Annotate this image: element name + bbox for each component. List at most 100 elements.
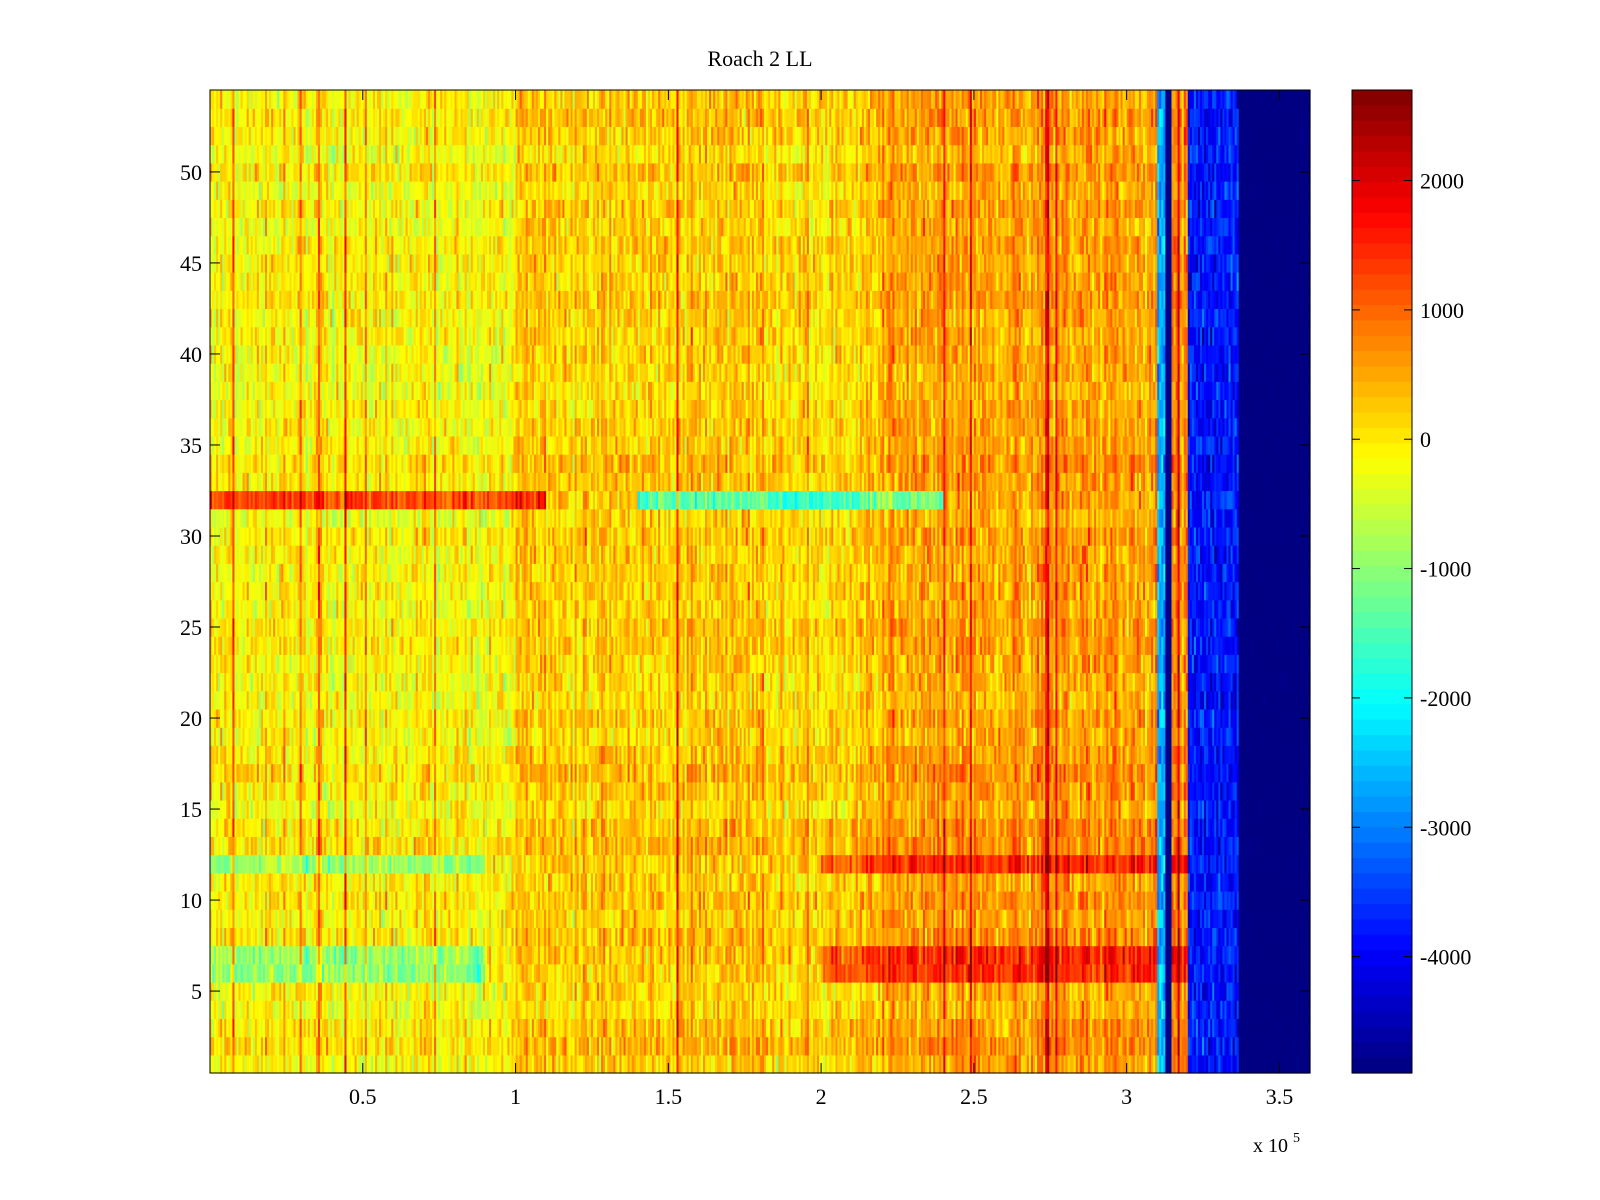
heatmap-cell	[731, 1054, 735, 1074]
heatmap-cell	[1035, 963, 1038, 983]
heatmap-cell	[570, 981, 574, 1001]
heatmap-cell	[590, 1018, 594, 1038]
heatmap-cell	[1065, 1000, 1069, 1019]
heatmap-cell	[1061, 963, 1065, 983]
heatmap-cell	[843, 963, 847, 983]
heatmap-cell	[1238, 1036, 1242, 1056]
heatmap-cell	[574, 963, 578, 983]
heatmap-cell	[1189, 1054, 1193, 1074]
heatmap-cell	[1293, 1000, 1297, 1019]
heatmap-cell	[914, 1036, 918, 1056]
heatmap-cell	[1087, 1054, 1091, 1074]
heatmap-cell	[370, 1054, 374, 1074]
heatmap-cell	[1116, 963, 1120, 983]
heatmap-cell	[497, 1054, 500, 1074]
heatmap-cell	[576, 1000, 580, 1019]
heatmap-cell	[1077, 1000, 1081, 1019]
heatmap-cell	[324, 1054, 327, 1074]
heatmap-cell	[346, 945, 350, 965]
heatmap-cell	[625, 1036, 629, 1056]
heatmap-cell	[232, 1000, 236, 1019]
heatmap-cell	[1094, 981, 1097, 1001]
heatmap-cell	[293, 1054, 297, 1074]
heatmap-cell	[574, 1036, 578, 1056]
heatmap-cell	[780, 1036, 784, 1056]
heatmap-cell	[338, 1000, 341, 1019]
heatmap-cell	[786, 981, 790, 1001]
heatmap-cell	[843, 1018, 847, 1038]
heatmap-cell	[749, 981, 753, 1001]
heatmap-cell	[1295, 1054, 1299, 1074]
heatmap-cell	[285, 963, 289, 983]
heatmap-cell	[256, 1054, 260, 1074]
heatmap-cell	[1236, 1018, 1240, 1038]
heatmap-cell	[833, 963, 836, 983]
heatmap-cell	[425, 1036, 429, 1056]
heatmap-cell	[1261, 963, 1264, 983]
heatmap-cell	[617, 981, 621, 1001]
heatmap-cell	[576, 963, 580, 983]
heatmap-cell	[784, 1036, 788, 1056]
heatmap-cell	[904, 963, 908, 983]
heatmap-cell	[1120, 981, 1124, 1001]
heatmap-cell	[927, 981, 930, 1001]
heatmap-cell	[1145, 1000, 1148, 1019]
heatmap-cell	[578, 1036, 582, 1056]
heatmap-cell	[849, 1018, 853, 1038]
heatmap-cell	[1020, 1036, 1024, 1056]
heatmap-cell	[246, 981, 250, 1001]
heatmap-cell	[910, 1000, 914, 1019]
heatmap-cell	[1016, 1036, 1020, 1056]
heatmap-cell	[1244, 1036, 1248, 1056]
heatmap-cell	[322, 1000, 325, 1019]
heatmap-cell	[1202, 981, 1205, 1001]
heatmap-cell	[1039, 1018, 1042, 1038]
heatmap-cell	[1067, 1054, 1071, 1074]
heatmap-cell	[1016, 981, 1020, 1001]
heatmap-cell	[672, 945, 676, 965]
heatmap-cell	[1067, 1000, 1071, 1019]
heatmap-cell	[456, 1036, 460, 1056]
heatmap-cell	[1134, 981, 1138, 1001]
heatmap-cell	[240, 1018, 244, 1038]
heatmap-cell	[643, 963, 647, 983]
heatmap-cell	[1094, 1000, 1097, 1019]
heatmap-cell	[971, 1018, 975, 1038]
heatmap-cell	[753, 1018, 757, 1038]
heatmap-cell	[267, 1036, 270, 1056]
heatmap-cell	[352, 981, 356, 1001]
heatmap-cell	[1059, 1036, 1063, 1056]
heatmap-cell	[444, 1036, 447, 1056]
heatmap-cell	[829, 981, 832, 1001]
heatmap-cell	[311, 1000, 315, 1019]
heatmap-cell	[499, 1054, 502, 1074]
heatmap-cell	[796, 963, 800, 983]
heatmap-cell	[295, 1018, 299, 1038]
heatmap-cell	[305, 1018, 309, 1038]
heatmap-cell	[470, 945, 474, 965]
heatmap-cell	[1126, 1000, 1130, 1019]
heatmap-cell	[959, 1000, 963, 1019]
heatmap-cell	[438, 1018, 441, 1038]
heatmap-cell	[1234, 1054, 1238, 1074]
heatmap-cell	[721, 1018, 724, 1038]
heatmap-cell	[474, 1000, 478, 1019]
heatmap-cell	[482, 1036, 486, 1056]
heatmap-cell	[849, 1054, 853, 1074]
heatmap-cell	[279, 963, 282, 983]
heatmap-cell	[876, 981, 879, 1001]
heatmap-cell	[397, 1000, 401, 1019]
heatmap-cell	[260, 981, 264, 1001]
heatmap-cell	[888, 1054, 891, 1074]
heatmap-cell	[957, 1000, 961, 1019]
heatmap-cell	[1163, 963, 1166, 983]
heatmap-cell	[595, 945, 598, 965]
heatmap-cell	[988, 1054, 991, 1074]
heatmap-cell	[590, 981, 594, 1001]
heatmap-cell	[927, 1054, 930, 1074]
heatmap-cell	[1069, 1054, 1073, 1074]
heatmap-cell	[637, 963, 641, 983]
heatmap-cell	[582, 981, 586, 1001]
heatmap-cell	[1269, 1000, 1272, 1019]
heatmap-cell	[1010, 1036, 1014, 1056]
